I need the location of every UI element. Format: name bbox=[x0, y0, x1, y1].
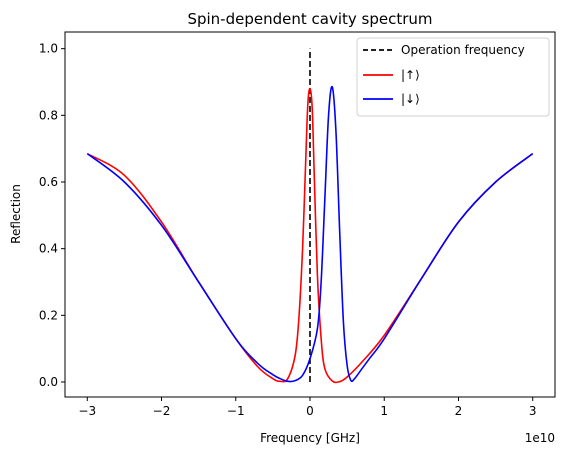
y-tick-label: 0.8 bbox=[39, 108, 58, 122]
y-tick-label: 1.0 bbox=[39, 42, 58, 56]
legend-label-spin-down: |↓⟩ bbox=[401, 92, 420, 106]
x-tick-label: 1 bbox=[380, 404, 388, 418]
x-axis-offset-label: 1e10 bbox=[525, 431, 555, 445]
spin-down-curve bbox=[86, 85, 534, 383]
series-layer bbox=[86, 48, 534, 384]
x-axis-ticks: −3 −2 −1 0 1 2 3 bbox=[78, 397, 537, 418]
y-tick-label: 0.0 bbox=[39, 375, 58, 389]
y-axis-ticks: 0.0 0.2 0.4 0.6 0.8 1.0 bbox=[39, 42, 65, 389]
x-tick-label: 3 bbox=[529, 404, 537, 418]
legend-box bbox=[356, 37, 550, 117]
spin-up-curve bbox=[86, 87, 534, 384]
x-tick-label: −3 bbox=[78, 404, 96, 418]
y-tick-label: 0.2 bbox=[39, 308, 58, 322]
y-tick-label: 0.4 bbox=[39, 242, 58, 256]
x-tick-label: 2 bbox=[455, 404, 463, 418]
y-axis-label: Reflection bbox=[9, 184, 23, 244]
y-tick-label: 0.6 bbox=[39, 175, 58, 189]
x-tick-label: 0 bbox=[306, 404, 314, 418]
x-tick-label: −2 bbox=[153, 404, 171, 418]
x-tick-label: −1 bbox=[227, 404, 245, 418]
x-axis-label: Frequency [GHz] bbox=[260, 431, 360, 445]
legend-label-operation-frequency: Operation frequency bbox=[401, 43, 525, 57]
legend-label-spin-up: |↑⟩ bbox=[401, 68, 420, 82]
legend: Operation frequency |↑⟩ |↓⟩ bbox=[356, 37, 550, 117]
chart-title: Spin-dependent cavity spectrum bbox=[187, 10, 432, 28]
